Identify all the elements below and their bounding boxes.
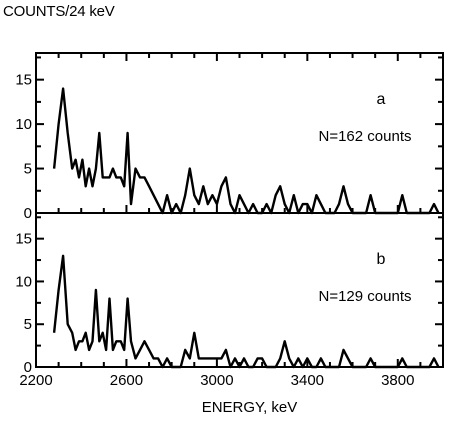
x-tick-label: 2200 bbox=[19, 372, 52, 389]
panel-annotation: N=162 counts bbox=[319, 128, 412, 145]
x-tick-label: 3400 bbox=[291, 372, 324, 389]
y-tick-label: 10 bbox=[15, 116, 32, 133]
y-axis-title: COUNTS/24 keV bbox=[3, 3, 115, 20]
x-tick-label: 3800 bbox=[381, 372, 414, 389]
spectrum-line-b bbox=[52, 254, 440, 369]
x-tick-label: 2600 bbox=[110, 372, 143, 389]
y-tick-label: 5 bbox=[24, 316, 32, 333]
x-tick-label: 3000 bbox=[200, 372, 233, 389]
x-axis-title: ENERGY, keV bbox=[202, 399, 298, 416]
y-tick-label: 0 bbox=[24, 359, 32, 376]
y-tick-label: 5 bbox=[24, 161, 32, 178]
y-tick-label: 15 bbox=[15, 231, 32, 248]
y-tick-label: 10 bbox=[15, 273, 32, 290]
panel-label: a bbox=[377, 91, 386, 108]
y-tick-label: 15 bbox=[15, 72, 32, 89]
panel-annotation: N=129 counts bbox=[319, 288, 412, 305]
y-tick-label: 0 bbox=[24, 205, 32, 222]
spectrum-line-a bbox=[52, 87, 440, 215]
panel-label: b bbox=[377, 251, 386, 268]
